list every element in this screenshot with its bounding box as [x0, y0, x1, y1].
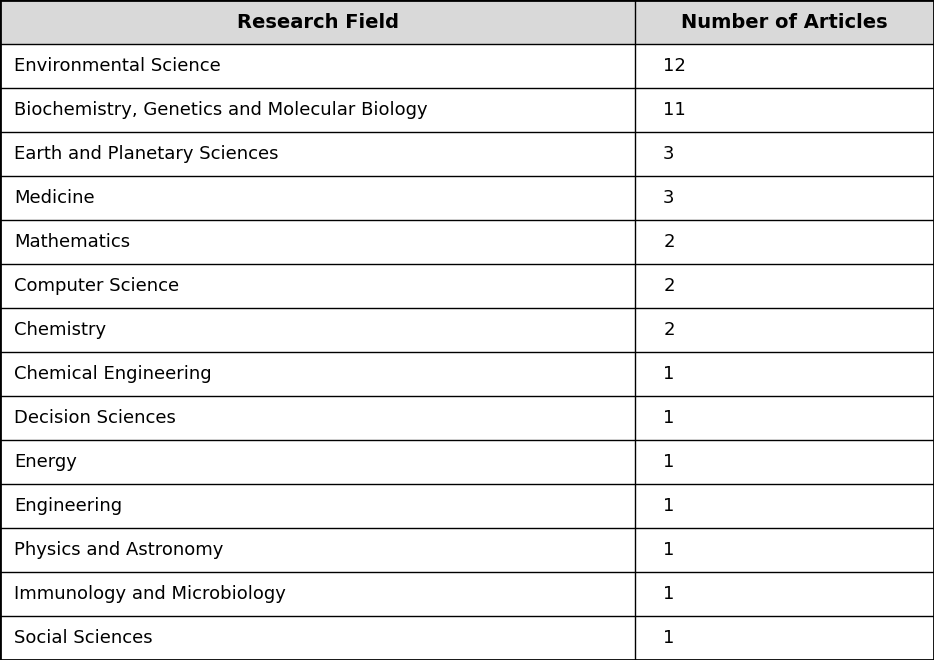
Bar	[635, 176, 934, 220]
Bar	[635, 572, 934, 616]
Bar	[635, 264, 934, 308]
Text: 3: 3	[663, 189, 674, 207]
Bar	[0, 220, 635, 264]
Text: Environmental Science: Environmental Science	[14, 57, 220, 75]
Text: 1: 1	[663, 497, 674, 515]
Text: 3: 3	[663, 145, 674, 163]
Text: 1: 1	[663, 453, 674, 471]
Text: Social Sciences: Social Sciences	[14, 629, 152, 647]
Text: Engineering: Engineering	[14, 497, 122, 515]
Bar	[0, 396, 635, 440]
Text: 1: 1	[663, 629, 674, 647]
Bar	[635, 484, 934, 528]
Text: Immunology and Microbiology: Immunology and Microbiology	[14, 585, 286, 603]
Text: Earth and Planetary Sciences: Earth and Planetary Sciences	[14, 145, 278, 163]
Text: Energy: Energy	[14, 453, 77, 471]
Bar	[635, 352, 934, 396]
Bar	[635, 44, 934, 88]
Bar	[635, 440, 934, 484]
Text: Biochemistry, Genetics and Molecular Biology: Biochemistry, Genetics and Molecular Bio…	[14, 101, 428, 119]
Bar	[635, 308, 934, 352]
Text: Computer Science: Computer Science	[14, 277, 179, 295]
Text: 1: 1	[663, 409, 674, 427]
Bar	[0, 308, 635, 352]
Bar	[635, 88, 934, 132]
Text: Physics and Astronomy: Physics and Astronomy	[14, 541, 223, 559]
Bar	[0, 440, 635, 484]
Bar	[635, 528, 934, 572]
Bar	[635, 616, 934, 660]
Text: Chemistry: Chemistry	[14, 321, 106, 339]
Text: Research Field: Research Field	[236, 13, 399, 32]
Text: 1: 1	[663, 541, 674, 559]
Bar	[0, 44, 635, 88]
Text: 11: 11	[663, 101, 686, 119]
Bar	[0, 132, 635, 176]
Text: Medicine: Medicine	[14, 189, 94, 207]
Text: 12: 12	[663, 57, 686, 75]
Bar	[635, 0, 934, 44]
Text: 1: 1	[663, 365, 674, 383]
Bar	[0, 528, 635, 572]
Text: Mathematics: Mathematics	[14, 233, 130, 251]
Bar	[0, 0, 635, 44]
Bar	[0, 88, 635, 132]
Text: Chemical Engineering: Chemical Engineering	[14, 365, 212, 383]
Bar	[0, 484, 635, 528]
Bar	[0, 176, 635, 220]
Bar	[635, 132, 934, 176]
Text: Decision Sciences: Decision Sciences	[14, 409, 176, 427]
Text: 2: 2	[663, 321, 674, 339]
Text: 1: 1	[663, 585, 674, 603]
Bar	[0, 264, 635, 308]
Bar	[0, 352, 635, 396]
Bar	[0, 572, 635, 616]
Bar	[635, 220, 934, 264]
Bar	[0, 616, 635, 660]
Text: Number of Articles: Number of Articles	[681, 13, 888, 32]
Text: 2: 2	[663, 233, 674, 251]
Bar	[635, 396, 934, 440]
Text: 2: 2	[663, 277, 674, 295]
